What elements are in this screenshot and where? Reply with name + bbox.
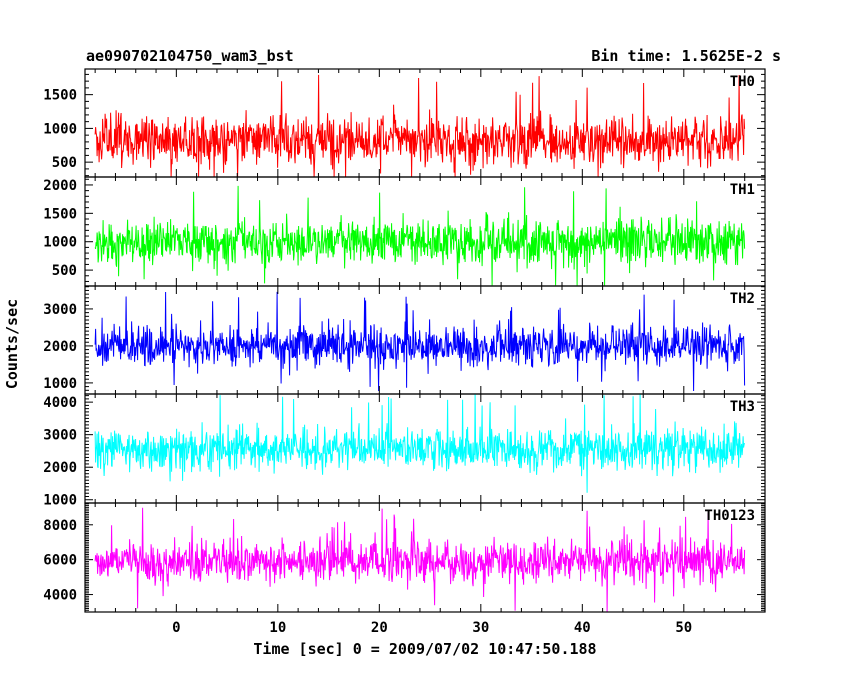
y-tick-label: 6000 <box>43 553 77 569</box>
y-tick-label: 1000 <box>43 493 77 509</box>
x-tick-label: 10 <box>269 620 286 636</box>
series-line-th3 <box>94 393 746 493</box>
y-tick-label: 2000 <box>43 178 77 194</box>
x-tick-label: 30 <box>472 620 489 636</box>
y-tick-label: 500 <box>52 263 77 279</box>
y-tick-label: 8000 <box>43 518 77 534</box>
y-tick-label: 1000 <box>43 235 77 251</box>
y-axis-label: Counts/sec <box>3 299 21 389</box>
y-tick-label: 1000 <box>43 376 77 392</box>
panel-label: TH0123 <box>704 508 755 524</box>
chart-title: ae090702104750_wam3_bst <box>86 47 294 65</box>
panel-label: TH3 <box>730 399 755 415</box>
x-axis: 0 10 20 30 40 50 <box>172 620 692 636</box>
x-axis-label: Time [sec] 0 = 2009/07/02 10:47:50.188 <box>253 640 596 658</box>
panel-label: TH0 <box>730 74 755 90</box>
panel-th2: TH2 1000 2000 3000 <box>43 285 766 395</box>
y-tick-label: 3000 <box>43 302 77 318</box>
series-line-th1 <box>94 185 746 286</box>
panel-th0: TH0 500 1000 1500 <box>43 68 766 178</box>
series-line-th0 <box>94 74 746 178</box>
y-tick-label: 2000 <box>43 339 77 355</box>
y-tick-label: 2000 <box>43 460 77 476</box>
panels: TH0 500 1000 1500 TH1 500 1000 1500 2000 TH2 1000 2… <box>43 68 766 613</box>
panel-th1: TH1 500 1000 1500 2000 <box>43 176 766 287</box>
y-tick-label: 4000 <box>43 395 77 411</box>
bin-time-label: Bin time: 1.5625E-2 s <box>591 47 781 65</box>
x-tick-label: 0 <box>172 620 180 636</box>
panel-label: TH1 <box>730 182 755 198</box>
series-line-th2 <box>94 291 746 392</box>
y-tick-label: 3000 <box>43 428 77 444</box>
series-line-th0123 <box>94 507 746 613</box>
panel-label: TH2 <box>730 291 755 307</box>
y-tick-label: 500 <box>52 155 77 171</box>
panel-th0123: TH0123 4000 6000 8000 <box>43 502 766 613</box>
x-tick-label: 20 <box>371 620 388 636</box>
y-tick-label: 1000 <box>43 121 77 137</box>
y-tick-label: 1500 <box>43 206 77 222</box>
x-tick-label: 40 <box>574 620 591 636</box>
y-tick-label: 4000 <box>43 588 77 604</box>
panel-th3: TH3 1000 2000 3000 4000 <box>43 393 766 509</box>
x-tick-label: 50 <box>675 620 692 636</box>
y-tick-label: 1500 <box>43 88 77 104</box>
panel-frame <box>84 393 766 504</box>
